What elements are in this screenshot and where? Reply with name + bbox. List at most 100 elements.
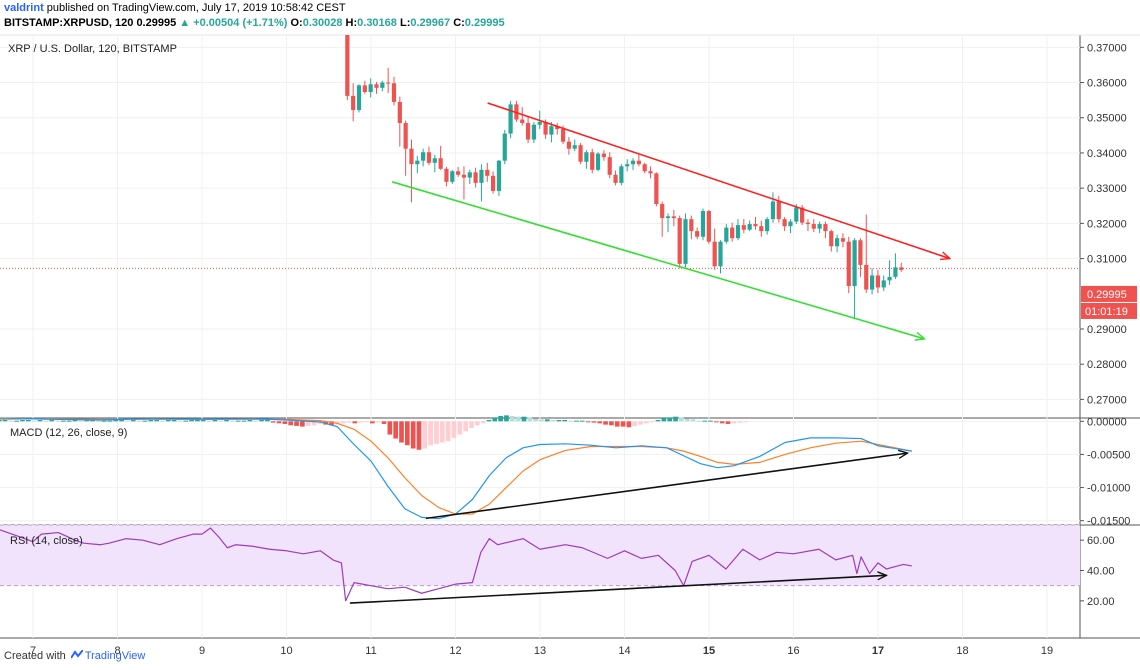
price-tick-label: 0.33000 <box>1087 183 1127 195</box>
candle <box>467 169 472 184</box>
candle-body <box>467 172 472 178</box>
macd-histogram-bar <box>2 419 8 422</box>
candle-body <box>356 85 362 110</box>
macd-tick-label: -0.01000 <box>1087 483 1130 495</box>
candle-body <box>741 225 746 230</box>
macd-histogram-bar <box>469 421 474 428</box>
candle-body <box>846 241 851 287</box>
macd-histogram-bar <box>498 416 503 422</box>
candle <box>426 146 432 166</box>
macd-histogram-bar <box>282 421 288 424</box>
macd-histogram-bar <box>696 420 702 422</box>
candle-body <box>718 241 723 267</box>
macd-histogram-bar <box>626 421 632 428</box>
candle <box>805 219 811 232</box>
macd-histogram-bar <box>410 421 416 449</box>
x-tick-label: 19 <box>1041 645 1053 657</box>
candle <box>502 130 507 165</box>
candle-body <box>386 82 391 84</box>
macd-histogram-bar <box>620 421 626 427</box>
candle-body <box>491 175 496 191</box>
macd-histogram-bar <box>49 419 55 422</box>
macd-histogram-bar <box>422 421 428 449</box>
macd-histogram-bar <box>649 421 655 423</box>
candle <box>415 155 420 174</box>
candle-body <box>747 224 752 230</box>
x-tick-label: 15 <box>703 645 715 657</box>
author-name[interactable]: valdrint <box>4 2 44 14</box>
candle <box>840 233 846 248</box>
candle <box>386 67 391 94</box>
macd-histogram-bar <box>539 419 544 422</box>
candle <box>718 240 723 274</box>
macd-histogram-bar <box>568 420 573 422</box>
x-tick-label: 17 <box>872 645 884 657</box>
macd-histogram-bar <box>597 421 603 424</box>
macd-histogram-bar <box>230 420 235 422</box>
candle <box>409 139 414 203</box>
candle-body <box>520 119 525 124</box>
candle-body <box>730 227 735 239</box>
candle <box>741 219 746 234</box>
macd-histogram-bar <box>218 420 224 422</box>
macd-histogram-bar <box>370 421 375 424</box>
created-with-text: Created with <box>4 650 66 662</box>
candle-body <box>613 174 618 183</box>
candle <box>689 215 694 240</box>
candle-body <box>595 153 601 170</box>
candle-body <box>380 82 385 88</box>
candle <box>869 268 875 295</box>
candle-body <box>724 227 729 242</box>
macd-histogram-bar <box>224 419 229 422</box>
candle-body <box>875 275 881 288</box>
last-price: 0.29995 <box>136 17 177 29</box>
candle-body <box>630 160 636 165</box>
last-price-tag-label: 0.29995 <box>1087 289 1127 301</box>
candle <box>846 236 851 294</box>
price-tick-label: 0.37000 <box>1087 42 1127 54</box>
candle <box>829 229 834 252</box>
candle-body <box>397 101 402 124</box>
macd-histogram-bar <box>276 421 282 424</box>
macd-histogram-bar <box>550 419 556 422</box>
rsi-title: RSI (14, close) <box>10 535 83 547</box>
x-tick-label: 12 <box>449 645 461 657</box>
macd-histogram-bar <box>358 421 364 423</box>
candle <box>625 159 630 172</box>
candle <box>753 217 758 230</box>
macd-histogram-bar <box>515 416 521 422</box>
macd-histogram-bar <box>8 420 14 422</box>
price-tick-label: 0.28000 <box>1087 359 1127 371</box>
candle <box>525 115 531 144</box>
macd-histogram-bar <box>37 419 43 422</box>
candle <box>566 137 571 155</box>
macd-tick-label: -0.01500 <box>1087 516 1130 528</box>
macd-histogram-bar <box>690 419 696 422</box>
macd-histogram-bar <box>609 421 614 426</box>
tradingview-brand[interactable]: TradingView <box>84 650 146 662</box>
support-trendline <box>391 181 924 339</box>
macd-histogram-bar <box>84 419 89 422</box>
last-price-tag <box>1081 285 1137 302</box>
macd-histogram-bar <box>130 419 136 422</box>
candle-body <box>362 85 367 93</box>
x-tick-label: 10 <box>280 645 292 657</box>
macd-histogram-bar <box>136 420 142 422</box>
candle <box>788 219 793 234</box>
candle-body <box>852 240 857 287</box>
candle <box>875 269 881 294</box>
macd-histogram-bar <box>527 417 533 422</box>
candle <box>811 219 816 233</box>
candle-body <box>794 207 799 222</box>
candle <box>491 171 496 194</box>
rsi-tick-label: 40.00 <box>1087 566 1115 578</box>
candle <box>485 162 490 182</box>
candle-body <box>648 171 653 174</box>
macd-histogram-bar <box>725 421 731 424</box>
candle-body <box>555 126 560 130</box>
candle-body <box>584 152 589 162</box>
macd-histogram-bar <box>329 421 334 426</box>
macd-histogram-bar <box>78 420 84 422</box>
candle-body <box>642 164 647 172</box>
